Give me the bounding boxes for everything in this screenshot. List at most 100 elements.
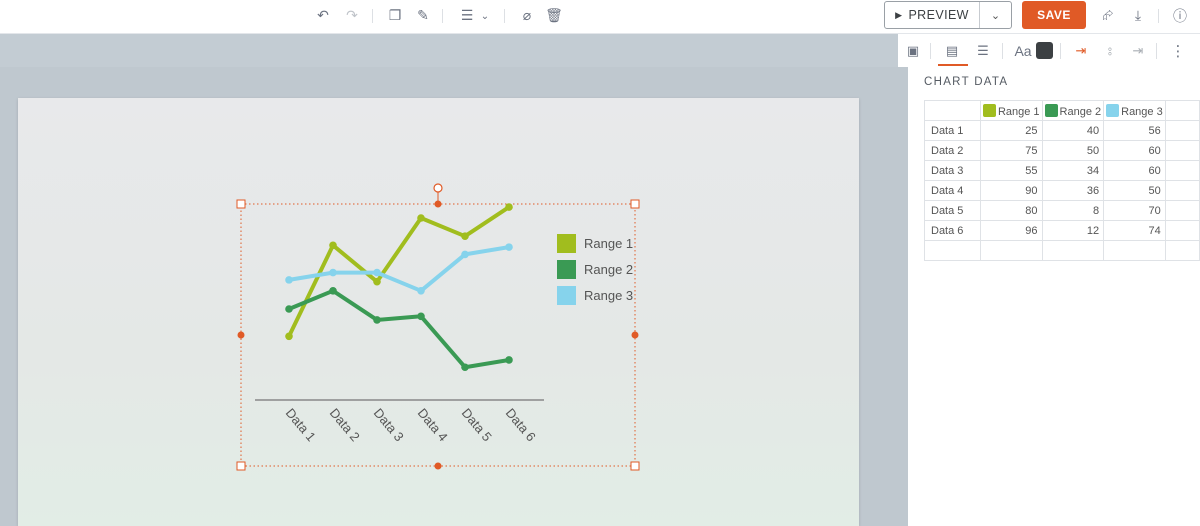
toolbar-divider: [442, 9, 443, 23]
table-data-icon[interactable]: ▤: [945, 43, 959, 59]
data-cell[interactable]: 60: [1103, 140, 1166, 161]
data-point: [417, 312, 425, 321]
data-cell[interactable]: 25: [979, 120, 1043, 141]
row-label[interactable]: Data 2: [924, 140, 981, 161]
resize-handle-ne[interactable]: [630, 199, 640, 209]
x-tick-label: Data 6: [503, 405, 539, 444]
data-cell[interactable]: 8: [1041, 200, 1105, 221]
data-cell[interactable]: 50: [1103, 180, 1166, 201]
preview-main-button[interactable]: ▶ PREVIEW: [885, 2, 980, 28]
x-tick-label: Data 1: [283, 405, 319, 444]
resize-handle-nw[interactable]: [236, 199, 246, 209]
more-options-icon[interactable]: ⋮: [1170, 42, 1186, 60]
row-label[interactable]: Data 3: [924, 160, 981, 181]
data-point: [417, 287, 425, 295]
edit-copy-icon[interactable]: ✎: [417, 8, 429, 24]
undo-icon[interactable]: ↶: [317, 8, 329, 24]
row-label[interactable]: Data 6: [924, 220, 981, 241]
data-cell[interactable]: 96: [979, 220, 1043, 241]
data-cell[interactable]: 74: [1103, 220, 1166, 241]
column-label: Range 3: [1121, 105, 1163, 118]
data-point: [285, 305, 293, 313]
data-point: [505, 203, 513, 211]
text-style-icon[interactable]: Aa: [1014, 43, 1032, 59]
data-cell[interactable]: 40: [1041, 120, 1105, 141]
data-cell[interactable]: 60: [1103, 160, 1166, 181]
row-label[interactable]: Data 4: [924, 180, 981, 201]
data-cell[interactable]: 12: [1041, 220, 1105, 241]
data-point: [505, 243, 513, 251]
data-cell[interactable]: 34: [1041, 160, 1105, 181]
color-picker-swatch[interactable]: [1036, 42, 1053, 59]
grid-empty-cell[interactable]: [1164, 180, 1200, 201]
grid-empty-cell[interactable]: [1164, 120, 1200, 141]
data-point: [461, 232, 469, 240]
data-point: [461, 250, 469, 259]
resize-handle-sw[interactable]: [236, 461, 246, 471]
preview-button[interactable]: ▶ PREVIEW ⌄: [884, 1, 1012, 29]
resize-handle-w[interactable]: [237, 331, 245, 339]
download-icon[interactable]: ⤓: [1134, 8, 1142, 24]
data-grid: Range 1 Range 2 Range 3 Data 1 25 40 56 …: [924, 100, 1200, 261]
grid-empty-cell[interactable]: [979, 240, 1043, 261]
save-button[interactable]: SAVE: [1022, 1, 1086, 29]
grid-column-header[interactable]: Range 3: [1103, 100, 1166, 121]
legend-swatch: [557, 286, 576, 305]
table-row: Data 4 90 36 50: [924, 180, 1200, 201]
grid-empty-cell[interactable]: [1164, 140, 1200, 161]
series-line-range-3: [288, 245, 510, 293]
series-line-range-1: [287, 205, 511, 338]
grid-corner-cell: [924, 100, 981, 121]
clear-format-icon[interactable]: ⌀: [522, 8, 532, 24]
data-cell[interactable]: 75: [979, 140, 1043, 161]
layers-icon[interactable]: ☰: [460, 8, 474, 24]
rotate-handle[interactable]: [433, 183, 443, 193]
data-cell[interactable]: 80: [979, 200, 1043, 221]
legend-label: Range 3: [584, 288, 633, 303]
redo-icon[interactable]: ↷: [346, 8, 358, 24]
grid-empty-cell[interactable]: [1103, 240, 1166, 261]
top-toolbar: ↶ ↷ ❐ ✎ ☰ ⌄ ⌀ 🗑 ▶ PREVIEW ⌄ SAVE ⮳ ⤓ ⓘ: [0, 0, 1200, 34]
data-cell[interactable]: 36: [1041, 180, 1105, 201]
data-point: [329, 287, 337, 295]
help-icon[interactable]: ⓘ: [1173, 9, 1187, 25]
layout-icon[interactable]: ▣: [906, 43, 920, 59]
data-point: [329, 241, 337, 250]
chevron-down-icon[interactable]: ⌄: [480, 10, 490, 22]
column-label: Range 2: [1059, 105, 1102, 118]
preview-dropdown-button[interactable]: ⌄: [980, 9, 1011, 22]
resize-handle-e[interactable]: [631, 331, 639, 339]
panel-toolbar: ▣ ▤ ☰ Aa ⇥ ⦂ ⇥ ⋮: [898, 34, 1200, 67]
enter-animation-icon[interactable]: ⇥: [1075, 43, 1087, 59]
grid-empty-cell[interactable]: [1164, 100, 1200, 121]
data-grid-wrap: Range 1 Range 2 Range 3 Data 1 25 40 56 …: [924, 100, 1200, 261]
settings-sliders-icon[interactable]: ☰: [977, 43, 989, 59]
grid-column-header[interactable]: Range 1: [979, 100, 1043, 121]
exit-animation-icon[interactable]: ⇥: [1132, 43, 1144, 59]
grid-empty-cell[interactable]: [1164, 240, 1200, 261]
trash-icon[interactable]: 🗑: [545, 8, 563, 24]
duplicate-icon[interactable]: ❐: [388, 8, 402, 24]
motion-path-icon[interactable]: ⦂: [1108, 43, 1112, 59]
resize-handle-s[interactable]: [434, 462, 442, 470]
grid-empty-cell[interactable]: [1041, 240, 1105, 261]
row-label[interactable]: Data 5: [924, 200, 981, 221]
data-cell[interactable]: 55: [979, 160, 1043, 181]
data-cell[interactable]: 56: [1103, 120, 1166, 141]
data-point: [461, 363, 469, 372]
canvas-area: [0, 67, 908, 526]
toolbar-divider: [1158, 9, 1159, 23]
grid-empty-cell[interactable]: [924, 240, 981, 261]
grid-empty-cell[interactable]: [1164, 220, 1200, 241]
data-cell[interactable]: 50: [1041, 140, 1105, 161]
row-label[interactable]: Data 1: [924, 120, 981, 141]
data-cell[interactable]: 90: [979, 180, 1043, 201]
grid-column-header[interactable]: Range 2: [1041, 100, 1105, 121]
data-cell[interactable]: 70: [1103, 200, 1166, 221]
resize-handle-se[interactable]: [630, 461, 640, 471]
slide[interactable]: [18, 98, 859, 526]
grid-empty-cell[interactable]: [1164, 200, 1200, 221]
resize-handle-n[interactable]: [434, 200, 442, 208]
grid-empty-cell[interactable]: [1164, 160, 1200, 181]
share-icon[interactable]: ⮳: [1102, 8, 1114, 24]
